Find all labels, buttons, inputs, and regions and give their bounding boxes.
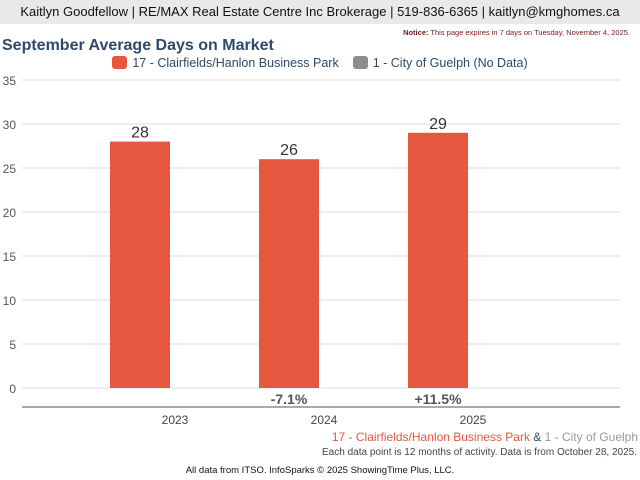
change-label: -7.1% bbox=[271, 391, 308, 407]
footer-source: All data from ITSO. InfoSparks © 2025 Sh… bbox=[185, 465, 455, 476]
bar[interactable] bbox=[110, 141, 170, 388]
notice-text: This page expires in 7 days on Tuesday, … bbox=[428, 28, 630, 37]
y-tick-label: 20 bbox=[3, 206, 17, 220]
y-tick-label: 5 bbox=[9, 338, 16, 352]
chart-title: September Average Days on Market bbox=[2, 37, 274, 54]
legend: 17 - Clairfields/Hanlon Business Park 1 … bbox=[0, 56, 640, 70]
x-tick-label: 2024 bbox=[311, 413, 338, 427]
footer-area1: 17 - Clairfields/Hanlon Business Park bbox=[331, 430, 530, 444]
legend-item-series2[interactable]: 1 - City of Guelph (No Data) bbox=[352, 56, 528, 70]
x-tick-label: 2023 bbox=[162, 413, 189, 427]
legend-item-series1[interactable]: 17 - Clairfields/Hanlon Business Park bbox=[112, 56, 339, 70]
bar[interactable] bbox=[259, 159, 319, 388]
notice-label: Notice: bbox=[403, 28, 429, 37]
bar-chart: 0510152025303528202326-7.1%202429+11.5%2… bbox=[3, 74, 620, 427]
bar-value-label: 28 bbox=[131, 125, 149, 142]
footer-areas: 17 - Clairfields/Hanlon Business Park & … bbox=[332, 430, 638, 444]
footer-amp: & bbox=[529, 430, 545, 444]
y-tick-label: 15 bbox=[3, 250, 17, 264]
legend-swatch bbox=[352, 56, 368, 69]
contact-bar: Kaitlyn Goodfellow | RE/MAX Real Estate … bbox=[0, 0, 640, 24]
change-label: +11.5% bbox=[414, 391, 462, 407]
y-tick-label: 35 bbox=[3, 74, 17, 88]
legend-swatch bbox=[112, 56, 128, 69]
legend-label: 17 - Clairfields/Hanlon Business Park bbox=[132, 56, 339, 70]
y-tick-label: 0 bbox=[9, 382, 16, 396]
footer-note: Each data point is 12 months of activity… bbox=[322, 447, 637, 458]
x-tick-label: 2025 bbox=[460, 413, 487, 427]
bar-value-label: 26 bbox=[280, 142, 298, 159]
bar-value-label: 29 bbox=[429, 116, 447, 133]
y-tick-label: 10 bbox=[3, 294, 17, 308]
expiry-notice: Notice: This page expires in 7 days on T… bbox=[403, 28, 630, 37]
legend-label: 1 - City of Guelph (No Data) bbox=[372, 56, 528, 70]
y-tick-label: 25 bbox=[3, 162, 17, 176]
footer-area2: 1 - City of Guelph bbox=[544, 430, 638, 444]
y-tick-label: 30 bbox=[3, 118, 17, 132]
bar[interactable] bbox=[408, 132, 468, 388]
